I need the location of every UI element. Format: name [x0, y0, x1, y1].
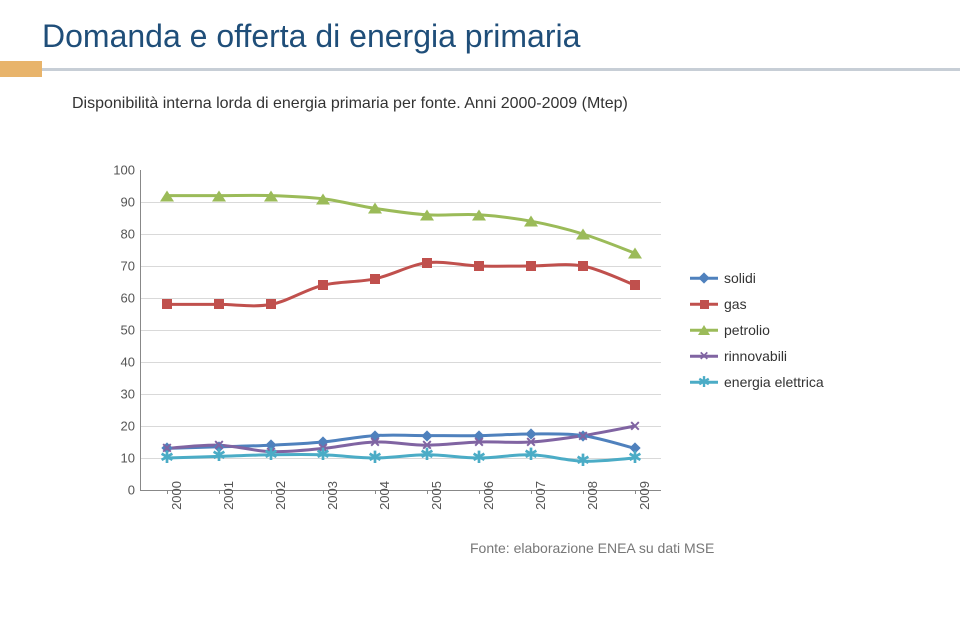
plot-area: 0102030405060708090100200020012002200320…: [140, 170, 661, 491]
marker-petrolio: [628, 248, 642, 259]
y-tick-label: 20: [103, 419, 135, 434]
marker-petrolio: [212, 190, 226, 201]
marker-petrolio: [160, 190, 174, 201]
y-tick-label: 70: [103, 259, 135, 274]
x-tick: [531, 490, 532, 494]
x-tick: [583, 490, 584, 494]
legend-swatch: [690, 271, 718, 285]
chart: 0102030405060708090100200020012002200320…: [90, 170, 890, 550]
accent-bar: [0, 61, 960, 77]
legend-marker-icon: [698, 272, 709, 283]
legend-label: petrolio: [724, 322, 770, 338]
legend-item-petrolio: petrolio: [690, 322, 824, 338]
series-energia_elettrica: [167, 454, 635, 461]
legend-swatch: [690, 323, 718, 337]
marker-petrolio: [368, 203, 382, 214]
legend-label: solidi: [724, 270, 756, 286]
marker-petrolio: [576, 229, 590, 240]
marker-gas: [162, 299, 172, 309]
y-tick-label: 0: [103, 483, 135, 498]
legend-swatch: ✕: [690, 349, 718, 363]
legend-item-rinnovabili: ✕ rinnovabili: [690, 348, 824, 364]
legend-item-solidi: solidi: [690, 270, 824, 286]
accent-block: [0, 61, 42, 77]
y-tick-label: 90: [103, 195, 135, 210]
marker-gas: [370, 274, 380, 284]
marker-petrolio: [524, 216, 538, 227]
marker-gas: [266, 299, 276, 309]
series-rinnovabili: [167, 426, 635, 452]
marker-petrolio: [316, 193, 330, 204]
marker-petrolio: [420, 209, 434, 220]
x-tick: [167, 490, 168, 494]
accent-line: [42, 68, 960, 71]
y-tick-label: 80: [103, 227, 135, 242]
legend-item-energia_elettrica: ✱ energia elettrica: [690, 374, 824, 390]
marker-petrolio: [264, 190, 278, 201]
y-tick-label: 30: [103, 387, 135, 402]
y-tick-label: 100: [103, 163, 135, 178]
x-tick: [479, 490, 480, 494]
source-note: Fonte: elaborazione ENEA su dati MSE: [470, 540, 714, 556]
y-tick-label: 50: [103, 323, 135, 338]
y-tick-label: 60: [103, 291, 135, 306]
marker-gas: [318, 280, 328, 290]
legend-marker-icon: ✱: [698, 373, 711, 391]
slide-title: Domanda e offerta di energia primaria: [0, 0, 960, 61]
legend-marker-icon: ✕: [699, 349, 709, 363]
legend-label: gas: [724, 296, 747, 312]
x-tick: [323, 490, 324, 494]
marker-gas: [474, 261, 484, 271]
legend-marker-icon: [698, 325, 710, 335]
legend: solidi gas petrolio ✕ rinnovabili ✱ energia el…: [690, 270, 824, 400]
legend-swatch: ✱: [690, 375, 718, 389]
x-tick: [375, 490, 376, 494]
series-gas: [167, 262, 635, 306]
x-tick: [219, 490, 220, 494]
slide-subtitle: Disponibilità interna lorda di energia p…: [0, 77, 960, 123]
series-petrolio: [167, 195, 635, 253]
marker-gas: [630, 280, 640, 290]
x-tick: [635, 490, 636, 494]
legend-label: rinnovabili: [724, 348, 787, 364]
marker-gas: [422, 258, 432, 268]
marker-gas: [526, 261, 536, 271]
legend-label: energia elettrica: [724, 374, 824, 390]
legend-item-gas: gas: [690, 296, 824, 312]
marker-gas: [578, 261, 588, 271]
y-tick-label: 40: [103, 355, 135, 370]
legend-swatch: [690, 297, 718, 311]
marker-gas: [214, 299, 224, 309]
marker-petrolio: [472, 209, 486, 220]
x-tick: [271, 490, 272, 494]
x-tick: [427, 490, 428, 494]
legend-marker-icon: [700, 300, 709, 309]
y-tick-label: 10: [103, 451, 135, 466]
